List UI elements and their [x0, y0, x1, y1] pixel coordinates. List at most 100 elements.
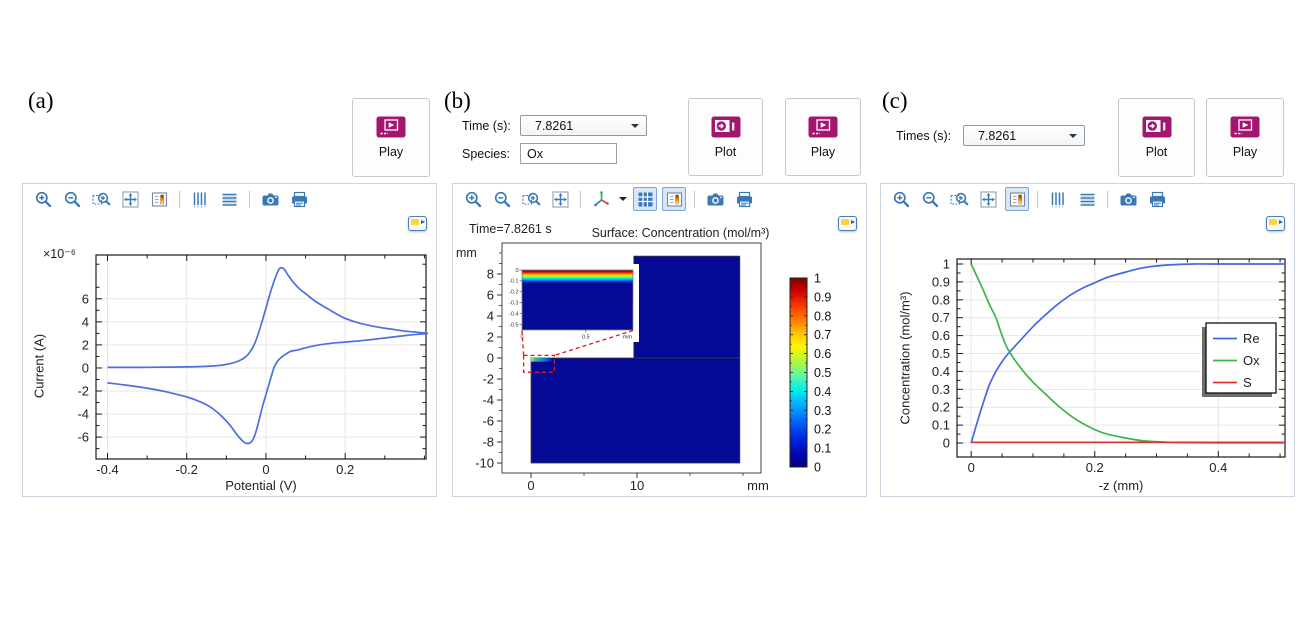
- toolbar-separator: [179, 190, 180, 208]
- x-axis-title: -z (mm): [1098, 478, 1144, 493]
- play-media-icon: [808, 116, 838, 138]
- zoom-extents-button[interactable]: [118, 187, 142, 211]
- svg-text:0.8: 0.8: [814, 309, 831, 323]
- zoom-in-button[interactable]: [31, 187, 55, 211]
- times-select-value: 7.8261: [978, 129, 1017, 143]
- detach-window-icon[interactable]: [408, 216, 427, 231]
- x-grid-button[interactable]: [1046, 187, 1070, 211]
- svg-text:-10: -10: [475, 456, 494, 471]
- panel-b: (b) Time (s): 7.8261 Species: Plot Play: [444, 88, 867, 500]
- svg-text:-0.5: -0.5: [509, 322, 518, 328]
- plot-canvas-profiles[interactable]: 0 0.2 0.4 0 0.1 0.2 0.3 0.4 0.5 0.6 0.7 0.8 0.9 1 Re Ox…: [881, 184, 1294, 496]
- color-legend-button[interactable]: [662, 187, 686, 211]
- svg-text:-0.3: -0.3: [509, 301, 518, 307]
- plot-button-label: Plot: [1145, 145, 1168, 159]
- detach-window-icon[interactable]: [1266, 216, 1285, 231]
- svg-text:mm: mm: [747, 478, 769, 493]
- svg-text:4: 4: [487, 308, 494, 323]
- svg-text:0.1: 0.1: [932, 418, 950, 433]
- svg-text:0.5: 0.5: [932, 346, 950, 361]
- zoom-out-button[interactable]: [918, 187, 942, 211]
- grid-toggle-button[interactable]: [633, 187, 657, 211]
- zoom-extents-button[interactable]: [976, 187, 1000, 211]
- zoom-out-button[interactable]: [60, 187, 84, 211]
- y-axis-title: Current (A): [31, 333, 47, 399]
- svg-text:0.9: 0.9: [932, 274, 950, 289]
- species-label: Species:: [462, 147, 510, 161]
- zoom-box-button[interactable]: [519, 187, 543, 211]
- panel-a: (a) Play -0.4 -0.2 0 0.2 -6 -4 -2 0: [22, 88, 437, 500]
- svg-text:10: 10: [630, 478, 644, 493]
- play-button[interactable]: Play: [1206, 98, 1284, 177]
- svg-text:0: 0: [262, 462, 269, 477]
- species-input[interactable]: [520, 143, 617, 164]
- surface-plot-title: Surface: Concentration (mol/m³): [591, 226, 770, 240]
- play-button[interactable]: Play: [352, 98, 430, 177]
- image-snapshot-button[interactable]: [258, 187, 282, 211]
- play-media-icon: [376, 116, 406, 138]
- svg-text:Ox: Ox: [1243, 353, 1260, 368]
- svg-text:2: 2: [487, 329, 494, 344]
- detach-window-icon[interactable]: [838, 216, 857, 231]
- svg-text:0.5: 0.5: [582, 335, 590, 341]
- svg-text:-0.1: -0.1: [509, 279, 518, 285]
- y-axis-multiplier: ×10⁻⁶: [43, 247, 76, 261]
- svg-text:0.7: 0.7: [932, 310, 950, 325]
- zoom-out-button[interactable]: [490, 187, 514, 211]
- y-axis-title: Concentration (mol/m³): [897, 291, 913, 425]
- svg-text:0.4: 0.4: [1209, 460, 1227, 475]
- panel-a-label: (a): [28, 88, 54, 113]
- zoom-extents-button[interactable]: [548, 187, 572, 211]
- svg-text:0.7: 0.7: [814, 328, 831, 342]
- plot-media-icon: [711, 116, 741, 138]
- time-annotation: Time=7.8261 s: [469, 222, 552, 236]
- play-button[interactable]: Play: [785, 98, 861, 176]
- y-grid-button[interactable]: [217, 187, 241, 211]
- plot-button[interactable]: Plot: [688, 98, 763, 176]
- svg-text:0: 0: [82, 360, 89, 375]
- plot-canvas-cv[interactable]: -0.4 -0.2 0 0.2 -6 -4 -2 0 2 4 6: [23, 184, 436, 496]
- graphics-window-b: 8 6 4 2 0 -2 -4 -6 -8 -10 0 10 mm 0 -0.1 -0.2 -0.3 -0.4 -0…: [452, 183, 867, 497]
- time-select[interactable]: 7.8261: [520, 115, 647, 136]
- toolbar-separator: [1037, 190, 1038, 208]
- print-button[interactable]: [1145, 187, 1169, 211]
- times-select[interactable]: 7.8261: [963, 125, 1085, 146]
- svg-text:-4: -4: [482, 393, 494, 408]
- zoom-in-button[interactable]: [889, 187, 913, 211]
- zoom-box-button[interactable]: [947, 187, 971, 211]
- svg-text:8: 8: [487, 266, 494, 281]
- svg-text:0.3: 0.3: [932, 382, 950, 397]
- y-grid-button[interactable]: [1075, 187, 1099, 211]
- panel-c: (c) Times (s): 7.8261 Plot Play: [880, 88, 1295, 500]
- view-dropdown-arrow-icon[interactable]: [619, 197, 627, 201]
- svg-text:-8: -8: [482, 435, 494, 450]
- svg-text:-0.4: -0.4: [96, 462, 118, 477]
- default-view-button[interactable]: [589, 187, 613, 211]
- image-snapshot-button[interactable]: [703, 187, 727, 211]
- svg-text:2: 2: [82, 337, 89, 352]
- print-button[interactable]: [287, 187, 311, 211]
- plot-media-icon: [1142, 116, 1172, 138]
- svg-text:0.5: 0.5: [814, 366, 831, 380]
- svg-text:0: 0: [515, 268, 518, 274]
- svg-text:4: 4: [82, 314, 89, 329]
- svg-text:-0.2: -0.2: [176, 462, 198, 477]
- svg-text:-6: -6: [482, 414, 494, 429]
- svg-text:0.2: 0.2: [932, 400, 950, 415]
- times-label: Times (s):: [896, 129, 952, 143]
- zoom-box-button[interactable]: [89, 187, 113, 211]
- svg-text:0: 0: [487, 351, 494, 366]
- svg-text:6: 6: [82, 291, 89, 306]
- x-grid-button[interactable]: [188, 187, 212, 211]
- plot-button[interactable]: Plot: [1118, 98, 1195, 177]
- image-snapshot-button[interactable]: [1116, 187, 1140, 211]
- plot-button-label: Plot: [714, 144, 737, 159]
- color-legend-button[interactable]: [1005, 187, 1029, 211]
- svg-text:0.4: 0.4: [814, 385, 831, 399]
- svg-text:6: 6: [487, 287, 494, 302]
- color-legend-button[interactable]: [147, 187, 171, 211]
- zoom-in-button[interactable]: [461, 187, 485, 211]
- print-button[interactable]: [732, 187, 756, 211]
